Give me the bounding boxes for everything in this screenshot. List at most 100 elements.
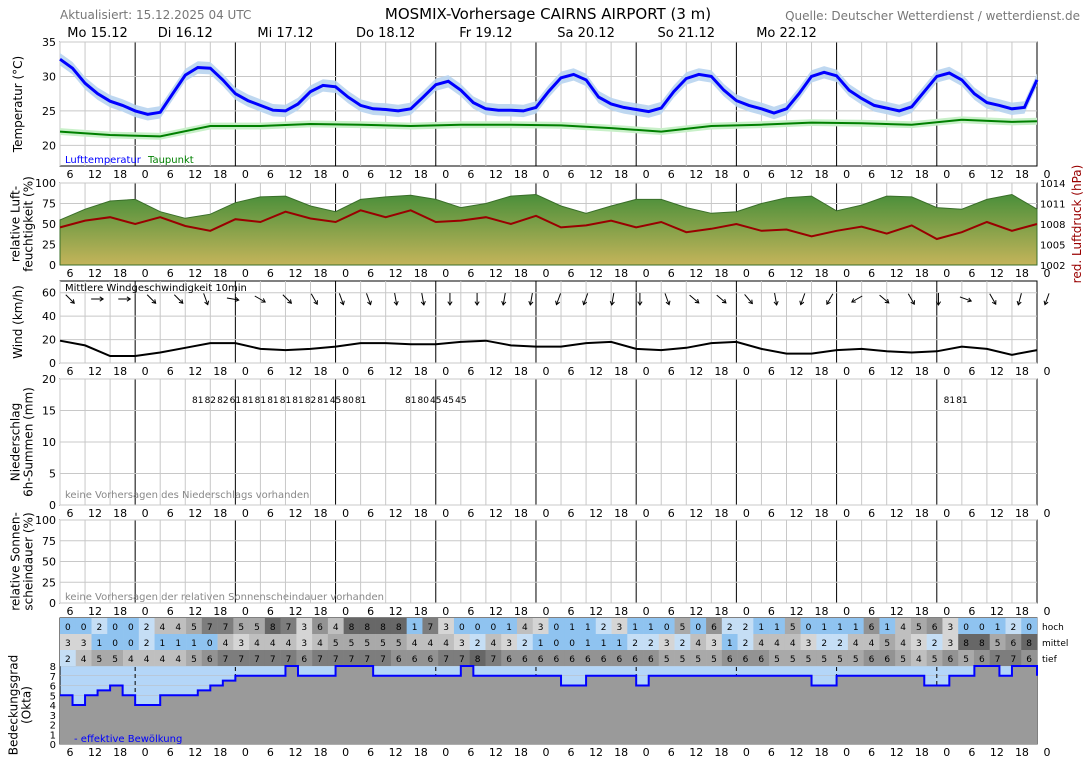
cloud-layer-cell: 2 — [469, 634, 486, 650]
x-tick-label: 12 — [589, 507, 603, 520]
x-tick-label: 12 — [188, 605, 202, 618]
axis-label: Bedeckungsgrad — [7, 655, 21, 755]
cloud-layer-cell: 3 — [910, 634, 927, 650]
arrow-shaft — [1044, 293, 1050, 305]
x-tick-label: 12 — [389, 168, 403, 181]
arrow-shaft — [774, 293, 778, 305]
x-tick-label: 0 — [342, 365, 349, 378]
cloud-layer-cell-bg — [91, 618, 108, 634]
cloud-layer-cell: 4 — [170, 618, 187, 634]
cloud-layer-value: 3 — [538, 623, 544, 633]
x-tick-label: 12 — [890, 365, 904, 378]
cloud-layer-cell-bg — [217, 634, 234, 650]
x-tick-label: 0 — [843, 168, 850, 181]
x-tick-label: 6 — [768, 168, 775, 181]
cloud-layer-value: 0 — [112, 623, 118, 633]
arrow-shaft — [282, 294, 292, 304]
cloud-layer-cell-bg — [501, 634, 518, 650]
cloud-layer-cell-bg — [312, 650, 329, 666]
x-tick-label: 6 — [668, 267, 675, 280]
cloud-layer-cell-bg — [154, 650, 171, 666]
cloud-layer-cell: 7 — [453, 650, 471, 666]
y-tick-label: 0 — [49, 357, 56, 370]
cloud-layer-value: 1 — [821, 623, 827, 633]
cloud-layer-cell-bg — [769, 618, 786, 634]
cloud-layer-value: 6 — [632, 655, 638, 665]
cloud-layer-value: 6 — [758, 655, 764, 665]
cloud-layer-cell-bg — [406, 650, 423, 666]
x-tick-label: 12 — [389, 365, 403, 378]
x-tick-label: 12 — [689, 267, 703, 280]
cloud-layer-cell-bg — [800, 634, 817, 650]
x-tick-label: 0 — [542, 605, 549, 618]
cloud-layer-value: 4 — [160, 623, 166, 633]
cloud-layer-value: 2 — [144, 623, 150, 633]
cloud-layer-value: 5 — [254, 623, 260, 633]
cloud-layer-value: 1 — [191, 639, 197, 649]
cloud-layer-cell-bg — [375, 650, 392, 666]
cloud-layer-cell: 6 — [422, 650, 439, 666]
cloud-layer-cell-bg — [816, 618, 833, 634]
text-marks: Mo 15.12 Di 16.12 Mi 17.12 Do 18.12 Fr 19.12… — [7, 26, 1085, 759]
cloud-layer-cell: 0 — [75, 618, 92, 634]
x-tick-label: 6 — [868, 168, 875, 181]
cloud-layer-value: 3 — [617, 623, 623, 633]
cloud-layer-cell-bg — [75, 650, 92, 666]
cloud-layer-cell-bg — [170, 634, 187, 650]
axis-label: red. Luftdruck (hPa) — [1070, 165, 1084, 284]
cloud-layer-value: 1 — [569, 623, 575, 633]
arrow-head — [1016, 300, 1022, 306]
cloud-layer-value: 2 — [821, 639, 827, 649]
cloud-layer-cell-bg — [60, 618, 77, 634]
x-tick-label: 18 — [915, 365, 929, 378]
cloud-layer-cell-bg — [123, 650, 140, 666]
y-tick-label: 3 — [50, 711, 56, 722]
x-tick-label: 12 — [288, 746, 302, 759]
cloud-layer-cell-bg — [75, 618, 92, 634]
x-tick-label: 18 — [514, 746, 528, 759]
x-tick-label: 0 — [843, 605, 850, 618]
cloud-layer-cell: 6 — [312, 618, 329, 634]
cloud-layer-cell: 5 — [989, 634, 1006, 650]
x-tick-label: 6 — [968, 605, 975, 618]
cloud-layer-value: 5 — [790, 655, 796, 665]
cloud-layer-cell: 0 — [1021, 618, 1038, 634]
x-tick-label: 18 — [514, 507, 528, 520]
arrow-shaft — [338, 293, 344, 305]
cloud-layer-cell-bg — [847, 634, 864, 650]
cloud-layer-cell: 2 — [737, 618, 754, 634]
cloud-layer-cell: 3 — [611, 618, 628, 634]
x-tick-label: 0 — [1044, 267, 1051, 280]
cloud-layer-value: 4 — [522, 623, 528, 633]
cloud-layer-value: 1 — [617, 639, 623, 649]
precipitation-probability-label: 81 — [242, 396, 253, 406]
temperature-uncertainty-band — [60, 53, 1037, 121]
cloud-layer-value: 5 — [97, 655, 103, 665]
cloud-layer-cell: 8 — [973, 634, 991, 650]
cloud-layer-value: 4 — [900, 623, 906, 633]
arrow-head — [367, 300, 372, 306]
cloud-layer-cell: 1 — [532, 634, 549, 650]
arrow-shaft — [716, 294, 727, 304]
cloud-layer-cell: 3 — [658, 634, 675, 650]
cloud-layer-cell: 4 — [327, 618, 344, 634]
cloud-layer-cell-bg — [327, 650, 344, 666]
cloud-layer-cell: 5 — [784, 650, 801, 666]
cloud-layer-cell-bg — [469, 634, 486, 650]
wind-direction-arrow — [989, 293, 997, 306]
cloud-layer-cell-bg — [611, 618, 628, 634]
cloud-layer-cell: 0 — [469, 618, 486, 634]
cloud-layer-cell: 4 — [485, 634, 502, 650]
arrow-head — [967, 297, 973, 303]
x-tick-label: 12 — [188, 507, 202, 520]
cloud-layer-value: 0 — [664, 623, 670, 633]
y-tick-label: 50 — [42, 218, 56, 231]
cloud-layer-cell-bg — [154, 618, 171, 634]
cloud-layer-value: 4 — [443, 639, 449, 649]
cloud-layer-cell: 4 — [123, 650, 140, 666]
y-tick-label: 7 — [50, 672, 56, 683]
cloud-layer-cell: 7 — [485, 650, 502, 666]
cloud-layer-cell-bg — [138, 618, 155, 634]
cloud-layer-value: 6 — [884, 655, 890, 665]
wind-direction-arrow — [254, 295, 266, 303]
